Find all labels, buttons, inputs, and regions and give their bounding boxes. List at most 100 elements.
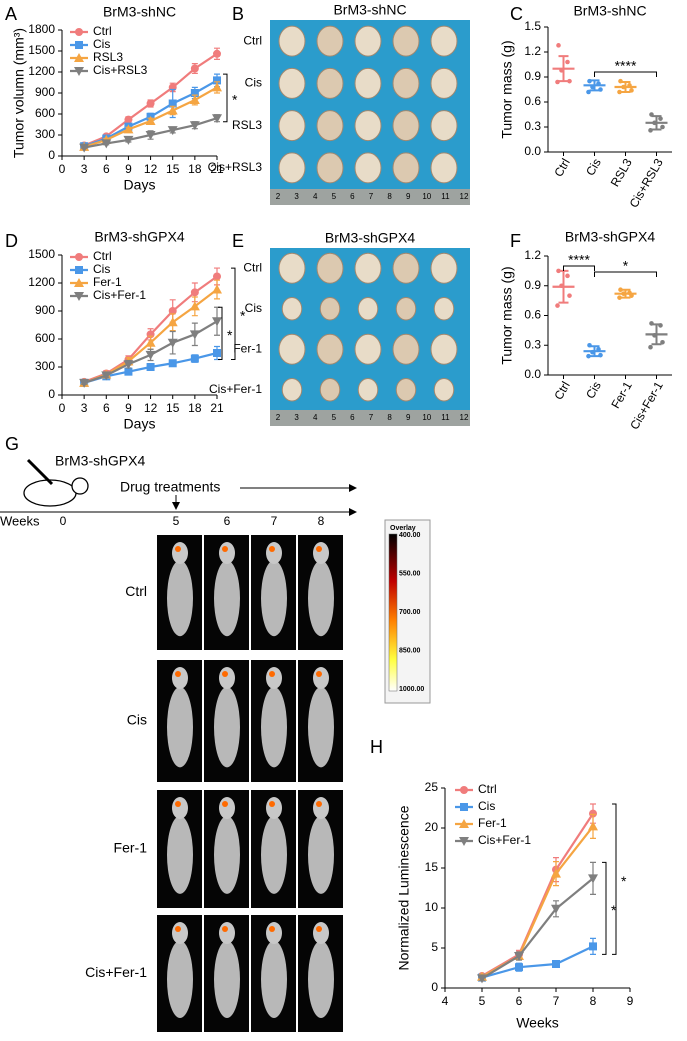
y-tick-label: 0.9: [524, 69, 541, 83]
point: [617, 89, 622, 95]
legend-label: Ctrl: [478, 782, 497, 796]
chart-title: BrM3-shGPX4: [565, 229, 655, 245]
x-axis-label: Days: [124, 416, 156, 432]
point: [598, 352, 603, 358]
marker: [167, 105, 178, 115]
y-tick-label: 300: [35, 359, 55, 373]
y-tick-label: 600: [35, 106, 55, 120]
point: [629, 88, 634, 93]
panel-letter: A: [5, 4, 17, 24]
tumor: [278, 110, 306, 142]
signal: [316, 671, 322, 677]
mouse-head: [71, 477, 89, 495]
marker: [146, 99, 155, 108]
marker: [168, 359, 177, 368]
panel-letter: C: [510, 4, 523, 24]
tumor: [319, 378, 341, 402]
mouse-head: [313, 542, 329, 564]
mouse-body: [167, 940, 193, 1018]
y-tick-label: 15: [425, 860, 439, 874]
point: [617, 295, 622, 300]
tumor: [316, 252, 344, 284]
legend-marker: [75, 266, 83, 274]
legend-marker: [74, 53, 84, 62]
y-tick-label: 1800: [28, 22, 55, 36]
tumor: [278, 333, 306, 365]
bracket: [231, 267, 236, 361]
point: [567, 78, 572, 84]
point: [618, 287, 623, 293]
mouse-head: [266, 667, 282, 689]
annotation: *: [227, 327, 233, 343]
mouse-body: [308, 940, 334, 1018]
chart-title: BrM3-shNC: [573, 3, 646, 19]
timepoint: 8: [318, 514, 325, 528]
marker: [190, 288, 199, 297]
tumor: [395, 297, 417, 321]
mouse-head: [266, 797, 282, 819]
marker: [213, 76, 221, 85]
panel-letter: E: [232, 231, 244, 251]
marker: [190, 354, 199, 363]
ruler-label: 5: [332, 413, 337, 422]
colorbar-label: 400.00: [399, 532, 421, 539]
tumor: [433, 297, 455, 321]
y-tick-label: 900: [35, 85, 55, 99]
ruler-label: 8: [387, 413, 392, 422]
row-label: Cis+Fer-1: [85, 964, 147, 980]
y-tick-label: 0: [431, 980, 438, 994]
mouse-body: [214, 940, 240, 1018]
signal: [316, 926, 322, 932]
ruler-label: 8: [387, 192, 392, 201]
marker: [145, 116, 156, 125]
x-tick-label: RSL3: [608, 156, 635, 189]
x-tick-label: 0: [59, 162, 66, 176]
marker: [212, 284, 222, 294]
ruler-label: 11: [441, 413, 450, 422]
mouse-head: [219, 797, 235, 819]
mouse-body: [261, 815, 287, 894]
legend-marker: [75, 41, 83, 49]
colorbar-label: 850.00: [399, 647, 421, 654]
legend-marker: [459, 837, 469, 846]
row-label: Ctrl: [243, 260, 262, 274]
marker: [167, 126, 178, 136]
tumor: [354, 152, 382, 184]
x-tick-label: Ctrl: [551, 379, 572, 402]
point: [555, 303, 560, 308]
x-tick-label: 12: [144, 401, 158, 415]
marker: [515, 963, 523, 972]
annotation: *: [240, 308, 246, 324]
point: [586, 353, 591, 359]
y-tick-label: 0: [48, 387, 55, 401]
point: [556, 268, 561, 274]
legend-marker: [460, 786, 468, 794]
tumor: [354, 67, 382, 99]
marker: [589, 942, 597, 951]
mouse-body: [308, 815, 334, 894]
tumor: [395, 378, 417, 402]
marker: [123, 360, 134, 370]
tumor: [430, 152, 458, 184]
bracket: [223, 73, 228, 123]
x-tick-label: 21: [210, 401, 224, 415]
signal: [269, 801, 275, 807]
point: [556, 43, 561, 48]
tumor: [392, 252, 420, 284]
x-tick-label: 4: [442, 994, 449, 1008]
ruler-label: 12: [460, 413, 469, 422]
tumor: [316, 152, 344, 184]
marker: [551, 868, 561, 878]
legend-label: Ctrl: [93, 24, 112, 38]
photo-title: BrM3-shGPX4: [325, 230, 415, 246]
chart-title: BrM3-shGPX4: [94, 229, 184, 245]
marker: [101, 139, 112, 149]
marker: [123, 124, 134, 134]
panel-letter: B: [232, 4, 244, 24]
mouse-head: [219, 667, 235, 689]
marker: [551, 904, 561, 914]
chart-title: BrM3-shNC: [103, 4, 176, 20]
y-tick-label: 300: [35, 127, 55, 141]
tumor: [354, 252, 382, 284]
point: [559, 68, 564, 73]
